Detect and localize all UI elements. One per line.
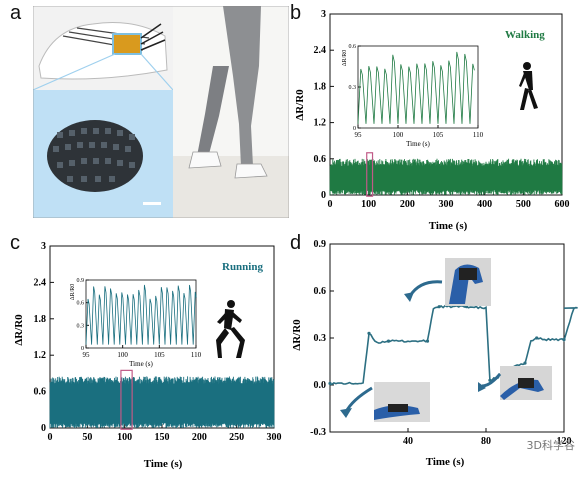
chart-c-xtick-label: 200: [192, 432, 207, 443]
chart-c-highlight-box: [120, 369, 133, 430]
chart-c-inset-xlabel: Time (s): [129, 360, 153, 368]
chart-b-highlight-box: [366, 152, 374, 197]
chart-d-xtick-label: 40: [403, 436, 413, 447]
chart-b-inset-line: [357, 51, 475, 124]
chart-b-xtick-label: 600: [555, 199, 570, 210]
chart-c-ytick-label: 0.6: [34, 387, 47, 398]
chart-b-inset-xtick-label: 110: [473, 131, 484, 139]
lattice-sensor-icon: [47, 120, 143, 192]
chart-d-ylabel: ΔR/R0: [291, 319, 303, 351]
chart-b-xtick-label: 500: [516, 199, 531, 210]
chart-c-inset-xtick-label: 100: [117, 351, 128, 359]
arrowhead-icon: [478, 382, 486, 392]
chart-b-inset-ytick-label: 0.6: [349, 44, 357, 50]
chart-b-inset-xtick-label: 100: [393, 131, 404, 139]
chart-d-point: [386, 339, 391, 343]
chart-b-inset-xtick-label: 95: [355, 131, 363, 139]
chart-c-ylabel: ΔR/R0: [13, 314, 25, 346]
chart-b-ytick-label: 1.2: [314, 118, 327, 129]
chart-b-annotation: Walking: [505, 29, 545, 41]
walker-legs-icon: [188, 6, 268, 179]
finger-photo-bent-full: [445, 258, 491, 306]
photo-shoe-sensor: [33, 6, 289, 218]
chart-b-ytick-label: 0: [321, 190, 326, 201]
chart-b-xtick-label: 400: [477, 199, 492, 210]
chart-b-xtick-label: 200: [400, 199, 415, 210]
chart-c-inset-xtick-label: 105: [154, 351, 165, 359]
chart-b-ytick-label: 2.4: [314, 45, 327, 56]
chart-d-xlabel: Time (s): [426, 456, 465, 468]
chart-c-series-line: [49, 376, 275, 429]
chart-c-ytick-label: 0: [41, 423, 46, 434]
chart-c-ytick-label: 1.2: [34, 350, 47, 361]
chart-b-xtick-label: 100: [361, 199, 376, 210]
chart-b-ytick-label: 0.6: [314, 154, 327, 165]
scale-bar: [143, 202, 161, 205]
chart-b-inset-ylabel: ΔR/R0: [342, 50, 348, 67]
chart-d-xtick-label: 120: [557, 436, 572, 447]
chart-d-point: [425, 339, 430, 343]
chart-c-xtick-label: 50: [82, 432, 92, 443]
panel-label-d: d: [290, 232, 302, 254]
watermark: 3D科学谷: [526, 439, 575, 452]
finger-photo-bent-half: [500, 366, 552, 400]
chart-b-inset-xlabel: Time (s): [406, 140, 430, 148]
chart-b-inset-xtick-label: 105: [433, 131, 444, 139]
chart-c-inset-ylabel: ΔR/R0: [70, 284, 76, 301]
finger-photo-straight: [374, 382, 430, 422]
chart-d-point: [523, 361, 527, 365]
chart-c-inset-ytick-label: 0.6: [77, 301, 85, 307]
chart-d-point: [562, 337, 566, 342]
chart-d-point: [437, 305, 441, 309]
chart-c-xtick-label: 0: [48, 432, 53, 443]
chart-d-ytick-label: 0.3: [314, 333, 327, 344]
chart-c-inset-line: [85, 284, 197, 345]
chart-d-xtick-label: 80: [481, 436, 491, 447]
chart-b-inset-ytick-label: 0: [353, 126, 356, 132]
chart-c-inset-ytick-label: 0: [81, 346, 84, 352]
chart-d-point: [535, 336, 539, 340]
chart-d-ytick-label: 0.9: [314, 239, 327, 250]
chart-c-inset-xtick-label: 110: [191, 351, 202, 359]
chart-b-xtick-label: 300: [439, 199, 454, 210]
chart-d-point: [328, 381, 332, 386]
chart-b-inset-ytick-label: 0.3: [349, 85, 357, 91]
chart-d-ytick-label: 0.6: [314, 286, 327, 297]
chart-b-xtick-label: 0: [328, 199, 333, 210]
chart-c-ytick-label: 2.4: [34, 277, 47, 288]
arrowhead-icon: [404, 292, 414, 302]
chart-b-series-line: [329, 158, 563, 196]
chart-b-xlabel: Time (s): [429, 220, 468, 232]
chart-c-ytick-label: 1.8: [34, 314, 47, 325]
chart-b-ytick-label: 1.8: [314, 81, 327, 92]
chart-c-inset-xtick-label: 95: [83, 351, 91, 359]
chart-b-ytick-label: 3: [321, 9, 326, 20]
chart-b-inset-frame: [357, 45, 479, 129]
chart-d-point: [367, 331, 371, 335]
panel-label-c: c: [10, 232, 20, 254]
chart-walking: 0 100 200 300 400 500 600 0 0.6 1.2 1.8 2.4 3 95 100 10…: [314, 9, 570, 210]
panel-label-b: b: [290, 2, 302, 24]
chart-d-ytick-label: 0.0: [314, 380, 327, 391]
chart-b-ylabel: ΔR/R0: [294, 89, 306, 121]
arrowhead-icon: [340, 408, 352, 418]
chart-c-inset-ytick-label: 0.3: [77, 323, 85, 329]
chart-c-ytick-label: 3: [41, 241, 46, 252]
chart-d-ytick-label: -0.3: [310, 427, 326, 438]
chart-running: 0 50 100 150 200 250 300 0 0.6 1.2 1.8 2.4 3 95 100 105…: [34, 241, 282, 443]
chart-c-xlabel: Time (s): [144, 458, 183, 470]
walker-silhouette-icon: [519, 62, 538, 110]
chart-c-xtick-label: 150: [155, 432, 170, 443]
chart-finger-bending: 40 80 120 -0.3 0.0 0.3 0.6 0.9: [310, 239, 578, 447]
chart-c-xtick-label: 250: [229, 432, 244, 443]
chart-c-annotation: Running: [222, 261, 263, 273]
chart-c-xtick-label: 300: [267, 432, 282, 443]
chart-c-xtick-label: 100: [117, 432, 132, 443]
panel-label-a: a: [10, 2, 22, 24]
runner-silhouette-icon: [216, 300, 245, 358]
chart-c-inset-ytick-label: 0.9: [77, 278, 85, 284]
